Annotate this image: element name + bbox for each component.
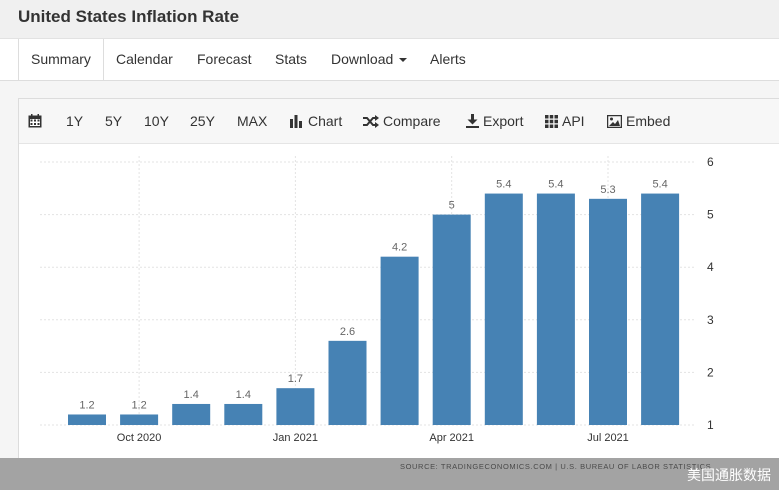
bar-value-label: 1.4 (236, 389, 251, 401)
inflation-bar-chart: 1 2 3 4 5 6 1.2 1.2 1.4 1.4 1.7 2.6 4.2 5 5.4 5.4 5.3 5.4… (40, 155, 714, 444)
bar-chart-icon (290, 115, 302, 128)
bar (276, 388, 315, 425)
bar-value-label: 1.2 (131, 399, 146, 411)
bar (224, 403, 263, 425)
tab-forecast[interactable]: Forecast (197, 51, 252, 67)
bar (120, 414, 159, 425)
y-tick-label: 5 (707, 208, 714, 222)
tab-bar: Summary Calendar Forecast Stats Download… (0, 38, 779, 81)
bar (172, 403, 211, 425)
title-bar: United States Inflation Rate (0, 0, 779, 38)
x-tick-label: Oct 2020 (117, 432, 162, 444)
api-button[interactable]: API (545, 99, 585, 143)
bar-value-label: 1.4 (184, 389, 199, 401)
bar (484, 193, 523, 425)
bar (68, 414, 106, 425)
embed-button[interactable]: Embed (606, 99, 671, 143)
range-max-button[interactable]: MAX (237, 113, 268, 129)
bar (380, 256, 419, 425)
y-tick-label: 4 (707, 260, 714, 274)
grid-icon (545, 115, 558, 128)
y-tick-label: 2 (707, 365, 714, 379)
bar-value-label: 5.3 (600, 184, 615, 196)
bar-value-label: 5.4 (652, 179, 667, 191)
export-button[interactable]: Export (466, 99, 523, 143)
compare-button-label: Compare (383, 113, 441, 129)
bar (589, 198, 627, 425)
tab-summary[interactable]: Summary (18, 39, 104, 80)
range-25y-button[interactable]: 25Y (190, 113, 215, 129)
x-tick-label: Apr 2021 (429, 432, 474, 444)
y-tick-label: 1 (707, 418, 714, 432)
tab-stats[interactable]: Stats (275, 51, 307, 67)
calendar-icon[interactable] (28, 99, 46, 143)
chart-button-label: Chart (308, 113, 343, 129)
y-tick-label: 6 (707, 155, 714, 169)
tab-calendar[interactable]: Calendar (116, 51, 173, 67)
tab-download[interactable]: Download (331, 39, 408, 79)
source-bar: SOURCE: TRADINGECONOMICS.COM | U.S. BURE… (0, 458, 779, 490)
shuffle-icon (363, 115, 379, 128)
caret-down-icon (399, 58, 408, 63)
tab-alerts[interactable]: Alerts (430, 51, 466, 67)
source-text: SOURCE: TRADINGECONOMICS.COM | U.S. BURE… (400, 462, 712, 471)
bar (328, 340, 367, 425)
download-icon (466, 114, 479, 128)
chart-toolbar: 1Y 5Y 10Y 25Y MAX Chart Compare Export (19, 99, 779, 144)
bar-value-label: 1.2 (79, 399, 94, 411)
compare-button[interactable]: Compare (363, 99, 441, 143)
range-10y-button[interactable]: 10Y (144, 113, 169, 129)
x-tick-label: Jan 2021 (273, 432, 318, 444)
bar-value-label: 5.4 (548, 179, 563, 191)
bar-value-label: 4.2 (392, 242, 407, 254)
bar-value-label: 5 (449, 200, 455, 212)
embed-button-label: Embed (626, 113, 671, 129)
chart-button[interactable]: Chart (290, 99, 342, 143)
export-button-label: Export (483, 113, 524, 129)
api-button-label: API (562, 113, 585, 129)
bar (641, 193, 680, 425)
bar (432, 214, 471, 425)
tab-download-label: Download (331, 51, 394, 67)
bar (536, 193, 575, 425)
watermark: 美国通胀数据 (687, 467, 771, 483)
y-tick-label: 3 (707, 313, 714, 327)
bar-value-label: 2.6 (340, 326, 355, 338)
x-tick-label: Jul 2021 (587, 432, 629, 444)
bar-value-label: 1.7 (288, 373, 303, 385)
bar-value-label: 5.4 (496, 179, 511, 191)
range-1y-button[interactable]: 1Y (66, 113, 84, 129)
range-5y-button[interactable]: 5Y (105, 113, 123, 129)
page-title: United States Inflation Rate (18, 7, 240, 26)
image-icon (606, 114, 623, 129)
